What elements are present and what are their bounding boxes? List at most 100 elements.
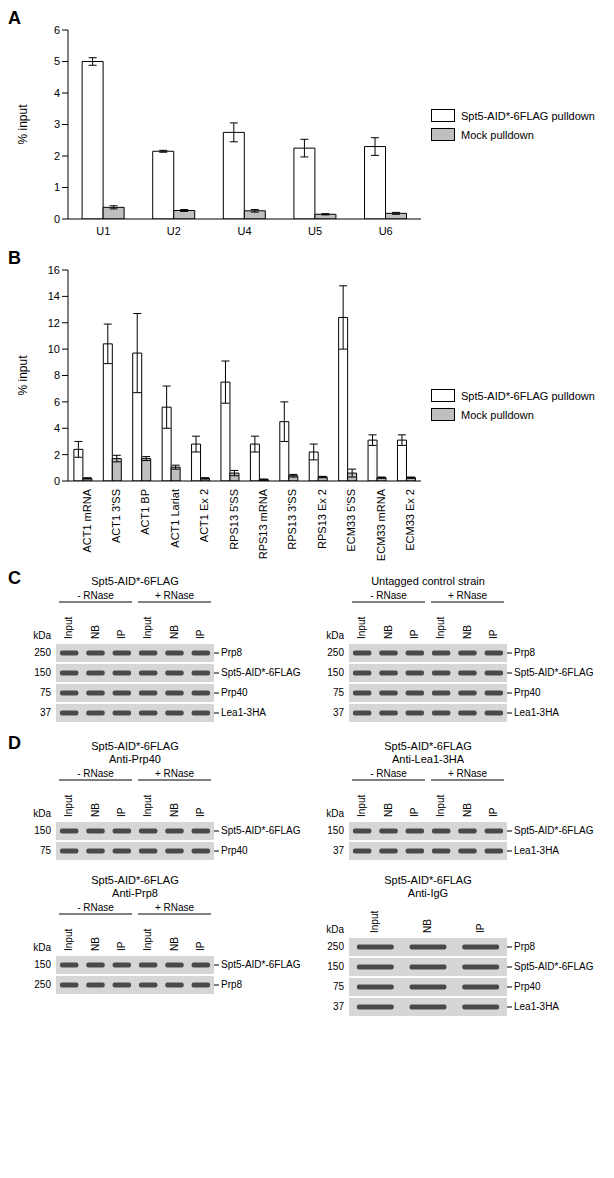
svg-text:Prp40: Prp40 <box>221 845 248 856</box>
svg-text:- RNase: - RNase <box>370 590 407 601</box>
svg-text:2: 2 <box>54 150 60 162</box>
svg-text:U6: U6 <box>379 225 393 237</box>
svg-text:IP: IP <box>409 807 420 817</box>
svg-text:75: 75 <box>40 845 52 856</box>
svg-text:IP: IP <box>116 807 127 817</box>
svg-text:Input: Input <box>435 617 446 639</box>
svg-text:ACT1 Ex 2: ACT1 Ex 2 <box>198 489 210 542</box>
svg-text:Input: Input <box>356 617 367 639</box>
svg-text:ACT1 BP: ACT1 BP <box>139 489 151 535</box>
svg-text:Prp40: Prp40 <box>221 687 248 698</box>
svg-text:NB: NB <box>383 803 394 817</box>
svg-text:4: 4 <box>54 422 60 434</box>
svg-text:ACT1 mRNA: ACT1 mRNA <box>81 488 93 552</box>
svg-text:Prp8: Prp8 <box>514 647 536 658</box>
svg-text:150: 150 <box>327 825 344 836</box>
svg-text:NB: NB <box>383 625 394 639</box>
svg-text:kDa: kDa <box>33 630 51 641</box>
svg-text:250: 250 <box>34 647 51 658</box>
svg-text:% input: % input <box>16 104 30 145</box>
svg-text:% input: % input <box>16 355 30 396</box>
svg-text:75: 75 <box>40 687 52 698</box>
svg-text:Lea1-3HA: Lea1-3HA <box>221 707 266 718</box>
svg-text:150: 150 <box>34 825 51 836</box>
svg-text:250: 250 <box>327 941 344 952</box>
svg-text:RPS13 mRNA: RPS13 mRNA <box>257 488 269 559</box>
svg-text:NB: NB <box>90 625 101 639</box>
svg-text:37: 37 <box>333 707 345 718</box>
svg-text:5: 5 <box>54 55 60 67</box>
svg-text:NB: NB <box>169 803 180 817</box>
svg-text:Input: Input <box>142 795 153 817</box>
svg-text:75: 75 <box>333 981 345 992</box>
svg-text:Prp40: Prp40 <box>514 687 541 698</box>
svg-text:- RNase: - RNase <box>370 768 407 779</box>
svg-text:IP: IP <box>116 629 127 639</box>
svg-text:37: 37 <box>333 845 345 856</box>
svg-text:Prp8: Prp8 <box>221 979 243 990</box>
svg-text:NB: NB <box>462 803 473 817</box>
svg-text:ECM33 mRNA: ECM33 mRNA <box>375 488 387 561</box>
svg-text:+ RNase: + RNase <box>448 768 488 779</box>
svg-text:150: 150 <box>34 667 51 678</box>
svg-text:Input: Input <box>435 795 446 817</box>
svg-text:Input: Input <box>142 929 153 951</box>
svg-text:150: 150 <box>327 667 344 678</box>
svg-text:Input: Input <box>142 617 153 639</box>
svg-text:250: 250 <box>34 979 51 990</box>
svg-text:RPS13 3'SS: RPS13 3'SS <box>286 489 298 550</box>
svg-text:NB: NB <box>90 803 101 817</box>
svg-text:Lea1-3HA: Lea1-3HA <box>514 1001 559 1012</box>
svg-text:NB: NB <box>169 937 180 951</box>
svg-text:- RNase: - RNase <box>77 590 114 601</box>
svg-text:ECM33 Ex 2: ECM33 Ex 2 <box>404 489 416 551</box>
svg-text:Prp40: Prp40 <box>514 981 541 992</box>
svg-text:Spt5-AID*-6FLAG: Spt5-AID*-6FLAG <box>514 825 594 836</box>
svg-text:0: 0 <box>54 213 60 225</box>
svg-text:37: 37 <box>333 1001 345 1012</box>
svg-text:+ RNase: + RNase <box>155 590 195 601</box>
svg-text:Lea1-3HA: Lea1-3HA <box>514 707 559 718</box>
svg-text:+ RNase: + RNase <box>155 902 195 913</box>
svg-text:Anti-IgG: Anti-IgG <box>408 887 448 899</box>
svg-text:150: 150 <box>327 961 344 972</box>
svg-text:kDa: kDa <box>326 630 344 641</box>
svg-text:250: 250 <box>327 647 344 658</box>
svg-text:U1: U1 <box>96 225 110 237</box>
svg-text:U5: U5 <box>308 225 322 237</box>
svg-text:NB: NB <box>422 919 433 933</box>
svg-text:Spt5-AID*-6FLAG: Spt5-AID*-6FLAG <box>221 667 301 678</box>
svg-text:Prp8: Prp8 <box>221 647 243 658</box>
svg-text:Input: Input <box>63 617 74 639</box>
svg-text:NB: NB <box>462 625 473 639</box>
svg-text:Untagged control strain: Untagged control strain <box>371 575 485 587</box>
svg-text:Anti-Prp40: Anti-Prp40 <box>109 753 161 765</box>
svg-text:Lea1-3HA: Lea1-3HA <box>514 845 559 856</box>
svg-text:RPS13 5'SS: RPS13 5'SS <box>228 489 240 550</box>
svg-text:Spt5-AID*-6FLAG: Spt5-AID*-6FLAG <box>91 575 178 587</box>
svg-text:150: 150 <box>34 959 51 970</box>
svg-text:12: 12 <box>48 317 60 329</box>
svg-text:kDa: kDa <box>33 808 51 819</box>
svg-text:U4: U4 <box>237 225 251 237</box>
svg-text:1: 1 <box>54 181 60 193</box>
svg-text:IP: IP <box>195 941 206 951</box>
svg-text:Anti-Prp8: Anti-Prp8 <box>112 887 158 899</box>
svg-text:0: 0 <box>54 475 60 487</box>
svg-text:- RNase: - RNase <box>77 768 114 779</box>
svg-text:75: 75 <box>333 687 345 698</box>
svg-text:Spt5-AID*-6FLAG: Spt5-AID*-6FLAG <box>514 667 594 678</box>
svg-text:ECM33 5'SS: ECM33 5'SS <box>345 489 357 552</box>
svg-text:Spt5-AID*-6FLAG: Spt5-AID*-6FLAG <box>91 740 178 752</box>
svg-text:6: 6 <box>54 396 60 408</box>
svg-text:RPS13 Ex 2: RPS13 Ex 2 <box>316 489 328 549</box>
svg-text:+ RNase: + RNase <box>448 590 488 601</box>
svg-text:ACT1 Lariat: ACT1 Lariat <box>169 489 181 548</box>
svg-text:U2: U2 <box>167 225 181 237</box>
svg-text:4: 4 <box>54 87 60 99</box>
svg-text:IP: IP <box>409 629 420 639</box>
svg-text:Spt5-AID*-6FLAG: Spt5-AID*-6FLAG <box>514 961 594 972</box>
svg-text:Spt5-AID*-6FLAG: Spt5-AID*-6FLAG <box>221 825 301 836</box>
svg-text:IP: IP <box>475 923 486 933</box>
svg-text:Spt5-AID*-6FLAG: Spt5-AID*-6FLAG <box>384 874 471 886</box>
